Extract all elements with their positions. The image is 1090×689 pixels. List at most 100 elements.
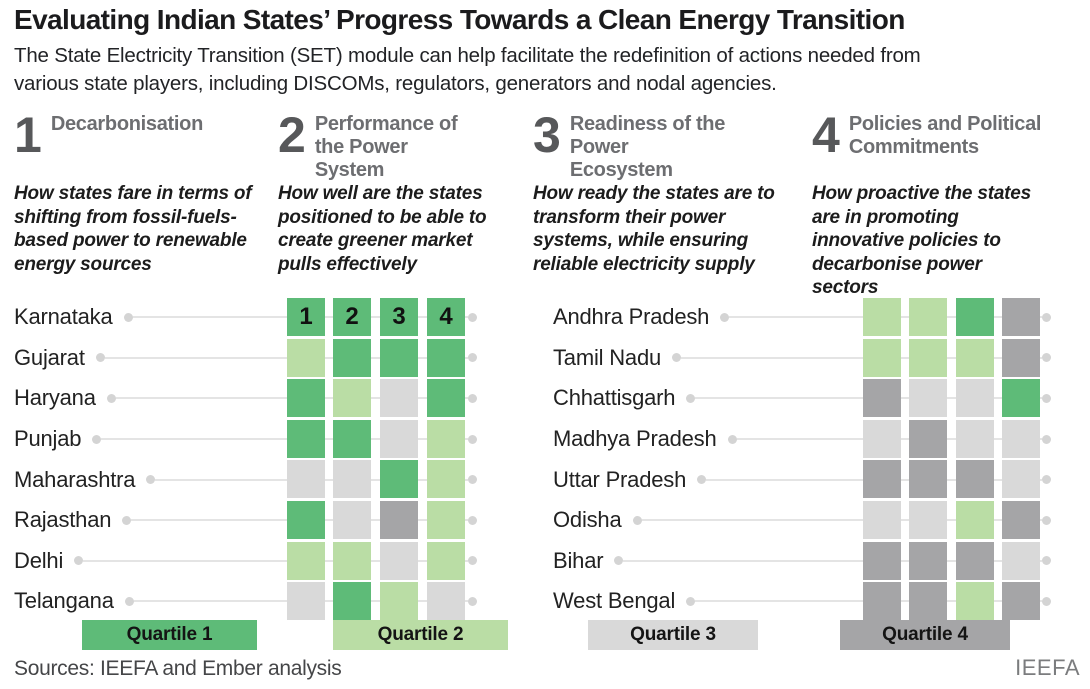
connector-dot <box>122 515 132 525</box>
legend-swatch: Quartile 1 <box>82 620 257 650</box>
pillar-description: How states fare in terms of shifting fro… <box>14 183 252 275</box>
quartile-cell <box>333 460 371 499</box>
quartile-cell <box>380 500 418 539</box>
quartile-cell <box>863 379 901 418</box>
quartile-cell <box>863 419 901 458</box>
quartile-cell: 4 <box>427 298 465 336</box>
state-row: Punjab <box>14 419 477 460</box>
quartile-cell <box>863 338 901 377</box>
connector-dot <box>727 434 737 444</box>
quartile-cell <box>380 419 418 458</box>
quartile-cell <box>287 379 325 418</box>
connector-end-dot <box>468 556 477 566</box>
quartile-cell <box>427 379 465 418</box>
state-label: Chhattisgarh <box>553 385 676 411</box>
quartile-cell <box>287 582 325 621</box>
subtitle-line-1: The State Electricity Transition (SET) m… <box>14 44 921 67</box>
legend-swatch: Quartile 3 <box>588 620 758 650</box>
quartile-cell <box>333 582 371 621</box>
quartile-cell <box>1002 500 1040 539</box>
state-label: Tamil Nadu <box>553 344 662 370</box>
pillar-1: 1 Decarbonisation How states fare in ter… <box>14 110 266 276</box>
state-label: Karnataka <box>14 304 113 330</box>
state-row: Rajasthan <box>14 500 477 541</box>
connector-end-dot <box>468 475 477 485</box>
state-row: Odisha <box>553 500 1051 541</box>
pillar-3: 3 Readiness of the Power Ecosystem How r… <box>533 107 785 276</box>
quartile-cell <box>1002 541 1040 580</box>
quartile-cell <box>333 500 371 539</box>
quartile-cell <box>1002 298 1040 336</box>
state-label: Uttar Pradesh <box>553 466 687 492</box>
state-row: Haryana <box>14 378 477 419</box>
state-label: Andhra Pradesh <box>553 304 710 330</box>
pillar-head: 1 Decarbonisation <box>14 110 266 170</box>
quartile-cell <box>956 338 994 377</box>
quartile-cell <box>380 460 418 499</box>
state-label: Delhi <box>14 547 64 573</box>
state-row: Tamil Nadu <box>553 338 1051 379</box>
connector-end-dot <box>1042 475 1051 485</box>
state-label: Haryana <box>14 385 96 411</box>
quartile-cell <box>1002 338 1040 377</box>
connector-dot <box>106 393 116 403</box>
connector-dot <box>632 515 642 525</box>
quartile-cell <box>380 338 418 377</box>
state-row: Bihar <box>553 541 1051 582</box>
state-row: Telangana <box>14 581 477 622</box>
connector-dot <box>74 556 84 566</box>
quartile-cell <box>909 582 947 621</box>
quartile-cell <box>427 338 465 377</box>
connector-end-dot <box>1042 312 1051 322</box>
page-title: Evaluating Indian States’ Progress Towar… <box>14 4 905 35</box>
quartile-cell <box>380 541 418 580</box>
pillar-head: 4 Policies and Political Commitments <box>812 107 1054 170</box>
quartile-cell <box>956 582 994 621</box>
quartile-cell <box>956 419 994 458</box>
quartile-cell <box>909 419 947 458</box>
quartile-cell <box>863 460 901 499</box>
connector-end-dot <box>1042 596 1051 606</box>
pillar-description: How well are the states positioned to be… <box>278 183 487 275</box>
quartile-cell <box>909 460 947 499</box>
connector-dot <box>124 596 134 606</box>
right-states-table: Andhra Pradesh Tamil Nadu Chhattisgarh <box>553 297 1051 622</box>
legend-swatch: Quartile 2 <box>333 620 508 650</box>
connector-line <box>101 438 468 441</box>
pillar-2: 2 Performance of the Power System How we… <box>278 110 506 276</box>
connector-dot <box>92 434 102 444</box>
quartile-cell <box>427 541 465 580</box>
quartile-cell <box>956 460 994 499</box>
quartile-cell <box>333 338 371 377</box>
quartile-cell <box>427 500 465 539</box>
state-label: Madhya Pradesh <box>553 426 717 452</box>
quartile-cell <box>863 298 901 336</box>
quartile-cell: 3 <box>380 298 418 336</box>
connector-dot <box>123 312 133 322</box>
connector-dot <box>720 312 730 322</box>
pillar-head: 2 Performance of the Power System <box>278 110 506 181</box>
quartile-cell <box>863 541 901 580</box>
connector-end-dot <box>1042 393 1051 403</box>
state-row: Uttar Pradesh <box>553 459 1051 500</box>
connector-end-dot <box>468 353 477 363</box>
connector-end-dot <box>1042 353 1051 363</box>
quartile-cell <box>956 298 994 336</box>
legend-swatch: Quartile 4 <box>840 620 1010 650</box>
connector-end-dot <box>1042 556 1051 566</box>
brand-logo-text: IEEFA <box>1015 655 1080 680</box>
quartile-cell <box>863 500 901 539</box>
pillar-4: 4 Policies and Political Commitments How… <box>812 107 1054 300</box>
connector-dot <box>95 353 105 363</box>
quartile-cell <box>1002 419 1040 458</box>
quartile-cell <box>380 379 418 418</box>
state-label: Punjab <box>14 426 82 452</box>
pillar-number: 4 <box>812 107 840 163</box>
connector-end-dot <box>1042 515 1051 525</box>
pillar-number: 3 <box>533 107 561 163</box>
quartile-cell <box>427 582 465 621</box>
connector-line <box>83 559 468 562</box>
quartile-cell <box>909 379 947 418</box>
